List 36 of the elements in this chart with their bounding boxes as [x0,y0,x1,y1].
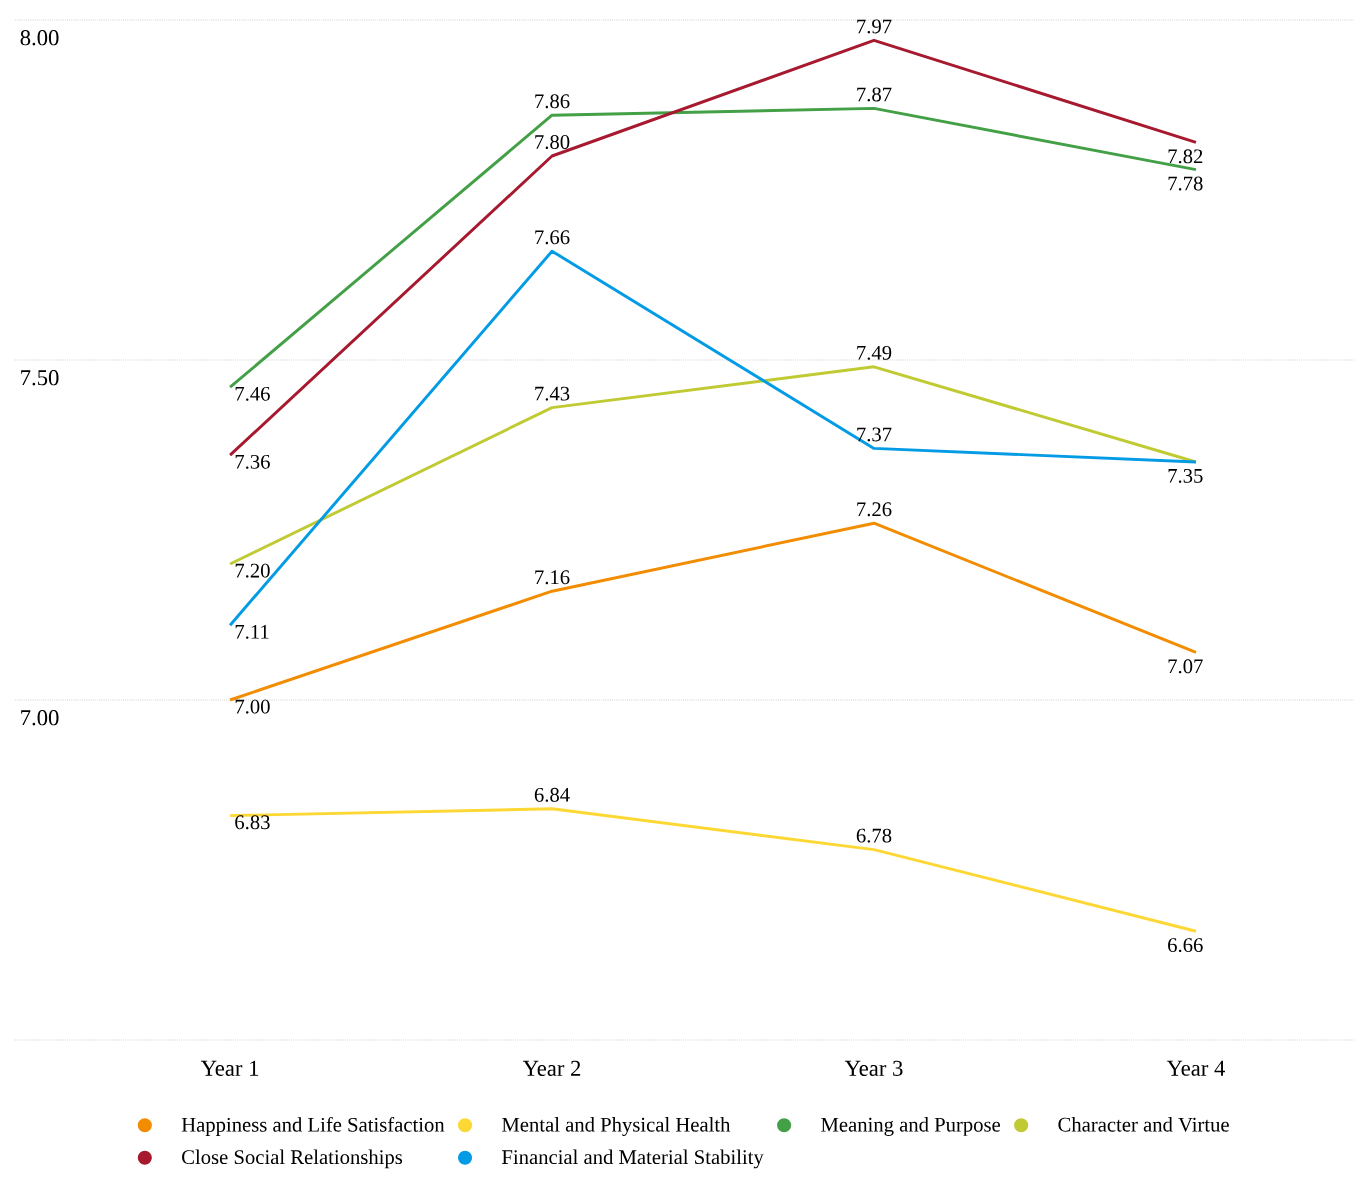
legend-label: Happiness and Life Satisfaction [181,1117,445,1136]
data-label: 7.36 [235,454,270,469]
data-label: 7.49 [857,345,892,360]
data-label: 6.83 [235,815,270,830]
data-label: 7.07 [1168,659,1203,674]
data-label: 7.66 [535,230,570,245]
data-label: 7.86 [535,94,570,109]
data-label: 7.00 [235,699,270,714]
data-label: 7.16 [535,570,570,585]
legend-label: Character and Virtue [1058,1117,1229,1132]
data-label: 7.80 [535,135,570,150]
data-label: 7.97 [857,19,892,34]
data-label: 7.20 [235,563,270,578]
data-label: 7.78 [1168,176,1203,191]
data-label: 7.87 [857,87,892,102]
data-label: 6.84 [534,787,570,802]
legend-label: Mental and Physical Health [502,1117,731,1136]
x-tick-label: Year 3 [844,1060,903,1076]
x-tick-label: Year 1 [200,1060,259,1076]
y-tick-label: 7.00 [21,710,59,726]
data-label: 7.37 [857,427,892,442]
y-tick-label: 7.50 [21,370,59,386]
data-label: 6.66 [1168,938,1203,953]
data-label: 7.35 [1168,468,1203,483]
data-label: 7.26 [857,502,892,517]
y-tick-label: 8.00 [20,30,59,46]
data-label: 6.78 [856,828,892,843]
legend-label: Close Social Relationships [182,1149,403,1169]
data-label: 7.46 [235,386,270,401]
legend-label: Meaning and Purpose [821,1117,1001,1136]
x-tick-label: Year 4 [1166,1060,1225,1076]
data-label: 7.43 [535,386,570,401]
data-label: 7.11 [235,624,269,639]
legend-label: Financial and Material Stability [502,1149,764,1169]
data-label: 7.82 [1168,149,1203,164]
x-tick-label: Year 2 [522,1060,581,1076]
